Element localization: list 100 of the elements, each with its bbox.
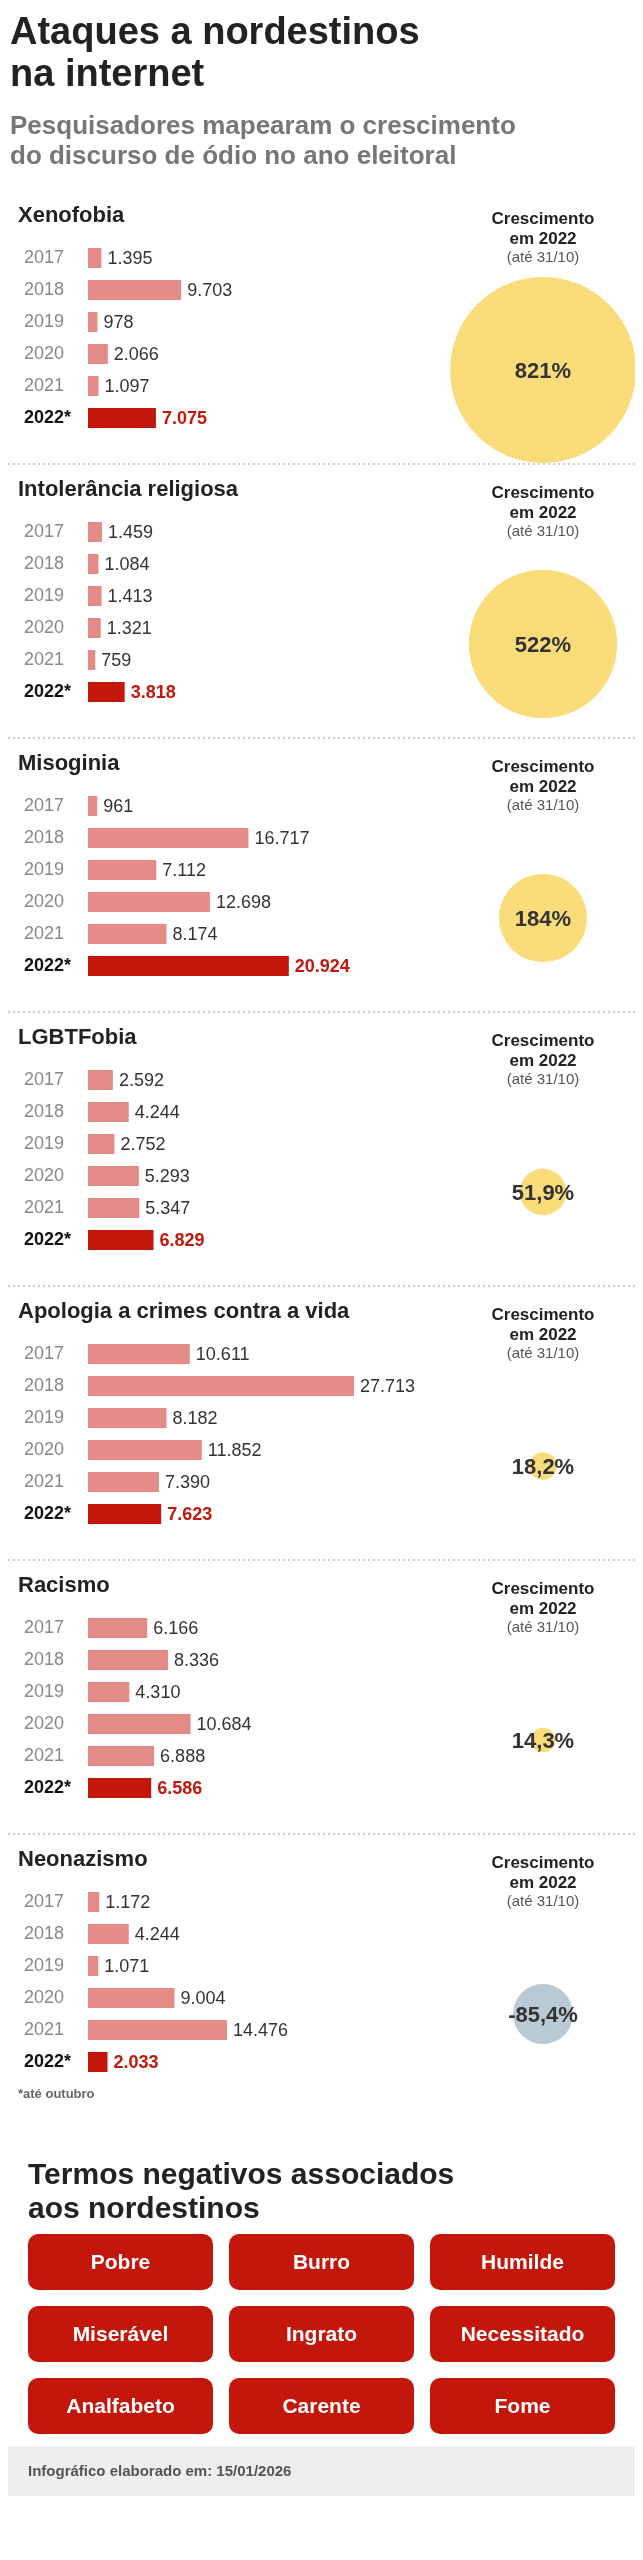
bar [88,1778,152,1798]
chart-title: Apologia a crimes contra a vida [18,1298,351,1323]
chart-title: Misoginia [18,750,121,775]
text: (até 31/10) [506,1892,580,1909]
data-label: 1.395 [107,248,153,268]
data-label: 759 [101,650,132,670]
text: Crescimento em 2022 [491,1853,595,1892]
y-tick-label: 2022* [24,407,72,427]
data-label: 8.174 [172,924,218,944]
y-tick-label: 2018 [24,279,65,299]
text: (até 31/10) [506,1070,580,1087]
y-tick-label: 2021 [24,649,65,669]
bar [88,1408,167,1428]
text: (até 31/10) [506,522,580,539]
text: *até outubro [18,2086,95,2101]
data-label: 14.476 [232,2020,289,2040]
bar [88,796,98,816]
bar [88,1230,154,1250]
data-label: 522% [514,632,572,657]
text: (até 31/10) [506,1618,580,1635]
y-tick-label: 2017 [24,1343,65,1363]
y-tick-label: 2021 [24,1197,65,1217]
y-tick-label: 2017 [24,1617,65,1637]
y-tick-label: 2022* [24,681,72,701]
data-label: 10.684 [196,1714,252,1734]
bar [88,344,108,364]
bar [88,408,156,428]
y-tick-label: 2020 [24,1439,65,1459]
bar [88,280,182,300]
data-label: 10.611 [195,1344,250,1364]
y-tick-label: 2020 [24,1165,65,1185]
y-tick-label: 2020 [24,1713,65,1733]
y-tick-label: 2018 [24,1649,65,1669]
text: Crescimento em 2022 [491,483,595,522]
text: Miserável [72,2322,169,2345]
data-label: 7.075 [161,408,207,428]
data-label: 6.166 [153,1618,199,1638]
y-tick-label: 2019 [24,1133,65,1153]
bar [88,1956,99,1976]
data-label: 978 [103,312,134,332]
text: Burro [292,2250,351,2273]
y-tick-label: 2019 [24,585,65,605]
bar [88,1440,202,1460]
y-tick-label: 2019 [24,1407,65,1427]
bar [88,1102,129,1122]
text: (até 31/10) [506,248,580,265]
text: Crescimento em 2022 [491,209,595,248]
y-tick-label: 2021 [24,2019,65,2039]
y-tick-label: 2022* [24,955,72,975]
y-tick-label: 2018 [24,1375,65,1395]
data-label: 20.924 [294,956,350,976]
bar [88,892,210,912]
data-label: 5.293 [144,1166,190,1186]
data-label: 6.586 [157,1778,203,1798]
data-label: 2.066 [113,344,159,364]
text: Carente [282,2394,361,2417]
bar [88,1746,155,1766]
bar [88,522,102,542]
data-label: 1.413 [107,586,153,606]
data-label: 1.071 [104,1956,150,1976]
bar [88,2052,108,2072]
bar [88,1070,113,1090]
y-tick-label: 2020 [24,891,65,911]
text: (até 31/10) [506,1344,580,1361]
y-tick-label: 2021 [24,1471,65,1491]
text: Fome [494,2394,551,2417]
y-tick-label: 2018 [24,1923,65,1943]
text: Crescimento em 2022 [491,1031,595,1070]
y-tick-label: 2022* [24,1777,72,1797]
y-tick-label: 2019 [24,1955,65,1975]
y-tick-label: 2021 [24,1745,65,1765]
bar [88,248,102,268]
data-label: 3.818 [130,682,176,702]
data-label: 2.033 [113,2052,159,2072]
chart-title: Neonazismo [18,1846,148,1871]
data-label: 1.459 [108,522,154,542]
y-tick-label: 2022* [24,1229,72,1249]
y-tick-label: 2022* [24,1503,72,1523]
data-label: 6.888 [160,1746,206,1766]
data-label: 1.172 [105,1892,151,1912]
data-label: 8.336 [174,1650,220,1670]
y-tick-label: 2020 [24,343,65,363]
bar [88,1166,139,1186]
y-tick-label: 2020 [24,617,65,637]
bar [88,1682,130,1702]
bar [88,1988,175,2008]
data-label: 5.347 [145,1198,191,1218]
data-label: 7.390 [164,1472,210,1492]
bar [88,2020,227,2040]
bar [88,924,167,944]
bar [88,1198,140,1218]
data-label: 961 [103,796,134,816]
y-tick-label: 2018 [24,553,65,573]
chart-title: Xenofobia [18,202,126,227]
y-tick-label: 2019 [24,311,65,331]
text: Ingrato [285,2322,358,2345]
bar [88,682,125,702]
text: Ataques a nordestinos na internet [10,10,420,94]
y-tick-label: 2017 [24,1891,65,1911]
y-tick-label: 2017 [24,1069,65,1089]
